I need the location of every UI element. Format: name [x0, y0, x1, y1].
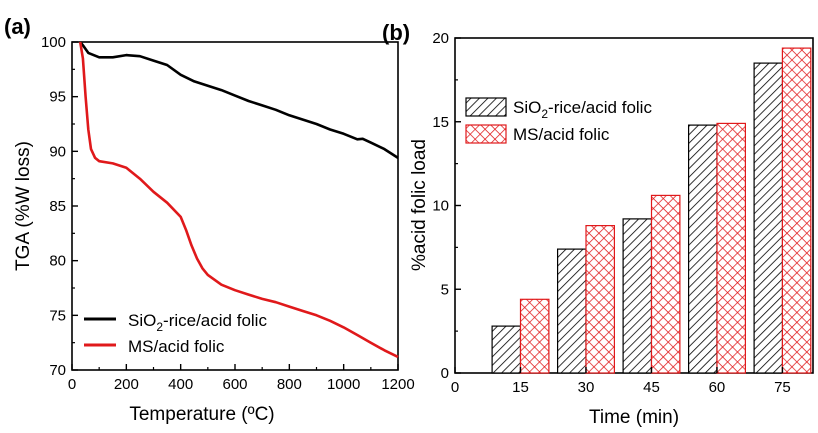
panel-b-label: (b) [382, 20, 410, 45]
bar-ms [781, 47, 812, 374]
b-x-tick-label: 15 [512, 379, 529, 396]
series-line-ms [78, 41, 399, 359]
bar-sio2-rice [753, 62, 784, 374]
panel-a-tga-chart: (a) 0 200 400 600 800 1000 1200 70 75 80 85 90 95 100… [4, 14, 415, 425]
a-y-tick-label: 95 [49, 89, 66, 106]
panel-b-y-axis-label: %acid folic load [409, 139, 430, 271]
legend-b-swatch-ms [465, 124, 507, 144]
legend-b-sio2-part1: SiO [513, 98, 541, 117]
panel-a-x-axis-label: Temperature (ºC) [129, 404, 274, 425]
legend-b-label-sio2: SiO2-rice/acid folic [513, 98, 652, 121]
panel-a-legend: SiO2-rice/acid folic MS/acid folic [84, 311, 267, 356]
a-y-tick-label: 90 [49, 143, 66, 160]
legend-a-sio2-subscript: 2 [156, 320, 163, 334]
panel-b-x-axis-label: Time (min) [589, 407, 679, 428]
panel-b-ticks: 0 15 30 45 60 75 0 5 10 15 20 [432, 30, 790, 396]
legend-a-sio2-part2: -rice/acid folic [163, 311, 267, 330]
a-y-tick-label: 100 [41, 34, 66, 51]
a-y-tick-label: 70 [49, 362, 66, 379]
panel-a-y-axis-label: TGA (%W loss) [13, 141, 34, 271]
b-y-tick-label: 20 [432, 30, 449, 47]
b-y-tick-label: 5 [441, 281, 449, 298]
b-x-tick-label: 0 [451, 379, 459, 396]
a-y-tick-label: 85 [49, 198, 66, 215]
legend-b-label-ms: MS/acid folic [513, 125, 610, 144]
b-y-tick-label: 10 [432, 198, 449, 215]
bar-ms [519, 298, 550, 374]
series-line-sio2-rice [79, 41, 399, 159]
b-x-tick-label: 60 [709, 379, 726, 396]
panel-b-legend: SiO2-rice/acid folic MS/acid folic [465, 97, 652, 144]
a-y-tick-label: 75 [49, 307, 66, 324]
b-y-tick-label: 15 [432, 114, 449, 131]
bar-sio2-rice [687, 124, 718, 374]
b-y-tick-label: 0 [441, 365, 449, 382]
a-x-tick-label: 1000 [327, 376, 360, 393]
panel-b-bar-chart: (b) 0 15 30 45 60 75 0 5 10 15 20 Time (min) %acid… [382, 20, 814, 428]
legend-a-label-sio2: SiO2-rice/acid folic [128, 311, 267, 334]
bar-sio2-rice [622, 218, 653, 374]
panel-a-ticks: 0 200 400 600 800 1000 1200 70 75 80 85 90 95 100 [41, 34, 415, 393]
panel-a-series [78, 41, 399, 359]
legend-b-sio2-subscript: 2 [541, 107, 548, 121]
a-y-tick-label: 80 [49, 253, 66, 270]
a-x-tick-label: 800 [277, 376, 302, 393]
bar-ms [716, 122, 746, 374]
panel-b-bars [491, 47, 812, 374]
panel-a-label: (a) [4, 14, 31, 39]
bar-ms [585, 225, 615, 374]
legend-b-swatch-sio2 [465, 97, 507, 117]
legend-a-label-ms: MS/acid folic [128, 337, 225, 356]
a-x-tick-label: 400 [168, 376, 193, 393]
b-x-tick-label: 75 [774, 379, 791, 396]
b-x-tick-label: 45 [643, 379, 660, 396]
a-x-tick-label: 1200 [381, 376, 414, 393]
legend-a-sio2-part1: SiO [128, 311, 156, 330]
legend-b-sio2-part2: -rice/acid folic [548, 98, 652, 117]
b-x-tick-label: 30 [578, 379, 595, 396]
bar-ms [650, 194, 681, 374]
a-x-tick-label: 200 [114, 376, 139, 393]
bar-sio2-rice [491, 325, 522, 374]
a-x-tick-label: 0 [68, 376, 76, 393]
bar-sio2-rice [556, 248, 587, 374]
a-x-tick-label: 600 [222, 376, 247, 393]
